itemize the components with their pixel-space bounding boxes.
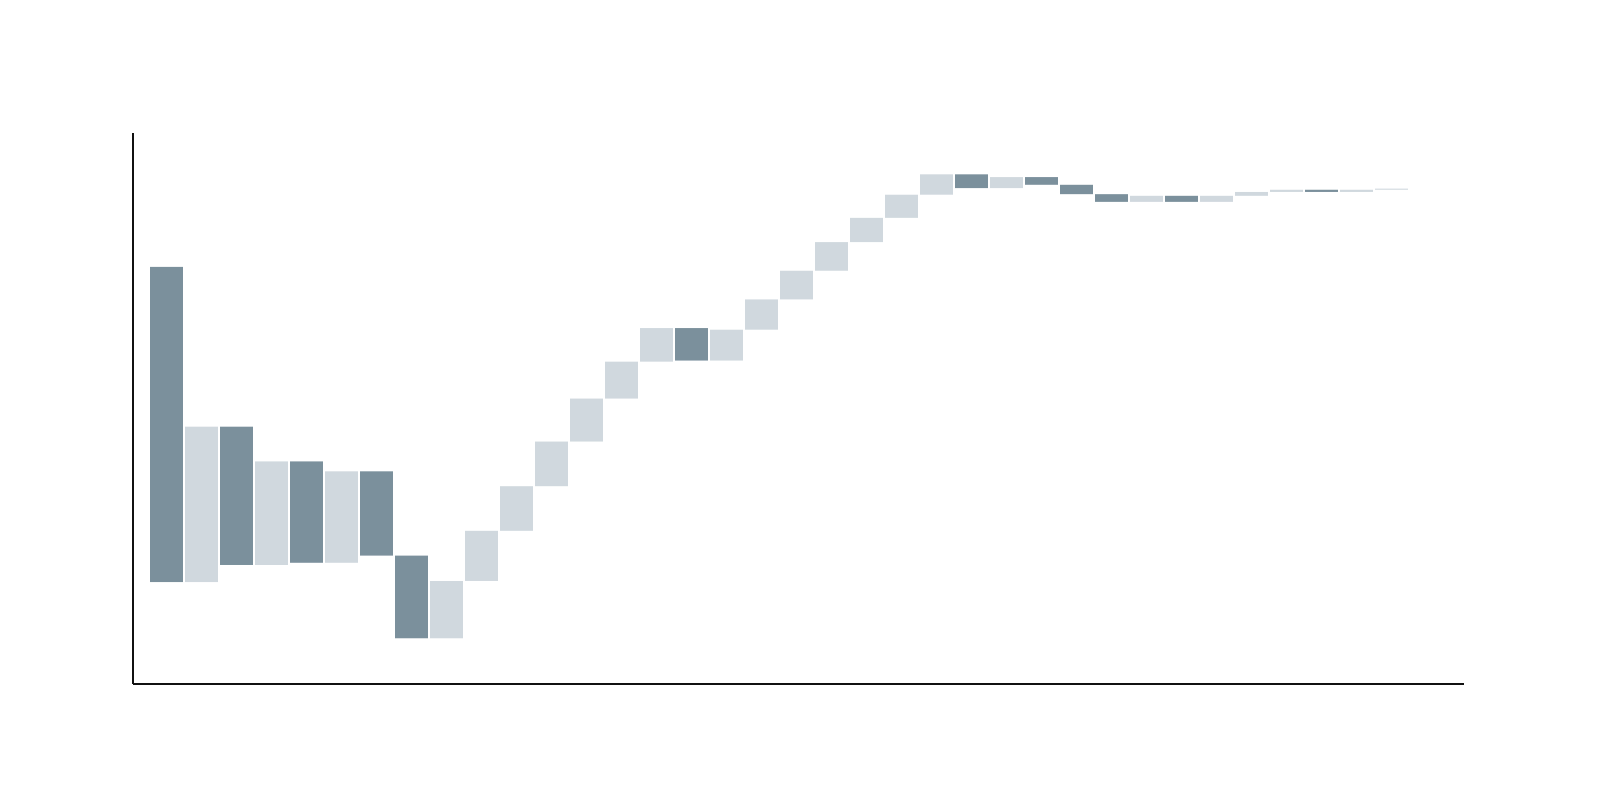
bar-11 — [500, 486, 533, 531]
bar-35 — [1340, 189, 1373, 192]
bar-31 — [1200, 195, 1233, 202]
bar-36 — [1375, 188, 1408, 190]
bar-34 — [1305, 189, 1338, 192]
bar-3 — [220, 426, 253, 565]
bar-6 — [325, 471, 358, 563]
bar-10 — [465, 530, 498, 581]
bar-23 — [920, 174, 953, 195]
bar-21 — [850, 217, 883, 243]
bars-group — [150, 174, 1408, 639]
bar-24 — [955, 174, 988, 189]
bar-5 — [290, 461, 323, 563]
bar-28 — [1095, 194, 1128, 202]
bar-32 — [1235, 191, 1268, 196]
bar-22 — [885, 194, 918, 218]
bar-12 — [535, 441, 568, 487]
bar-18 — [745, 299, 778, 330]
bar-17 — [710, 329, 743, 361]
bar-20 — [815, 242, 848, 271]
bar-27 — [1060, 184, 1093, 195]
bar-14 — [605, 361, 638, 399]
bar-13 — [570, 398, 603, 442]
bar-8 — [395, 555, 428, 639]
bar-1 — [150, 266, 183, 583]
bar-15 — [640, 328, 673, 362]
bar-9 — [430, 580, 463, 639]
bar-7 — [360, 471, 393, 556]
bar-29 — [1130, 195, 1163, 202]
bar-19 — [780, 270, 813, 300]
bar-30 — [1165, 195, 1198, 202]
bar-16 — [675, 328, 708, 361]
bar-33 — [1270, 189, 1303, 192]
bar-26 — [1025, 177, 1058, 185]
bar-2 — [185, 426, 218, 583]
bar-4 — [255, 461, 288, 565]
bar-25 — [990, 177, 1023, 189]
